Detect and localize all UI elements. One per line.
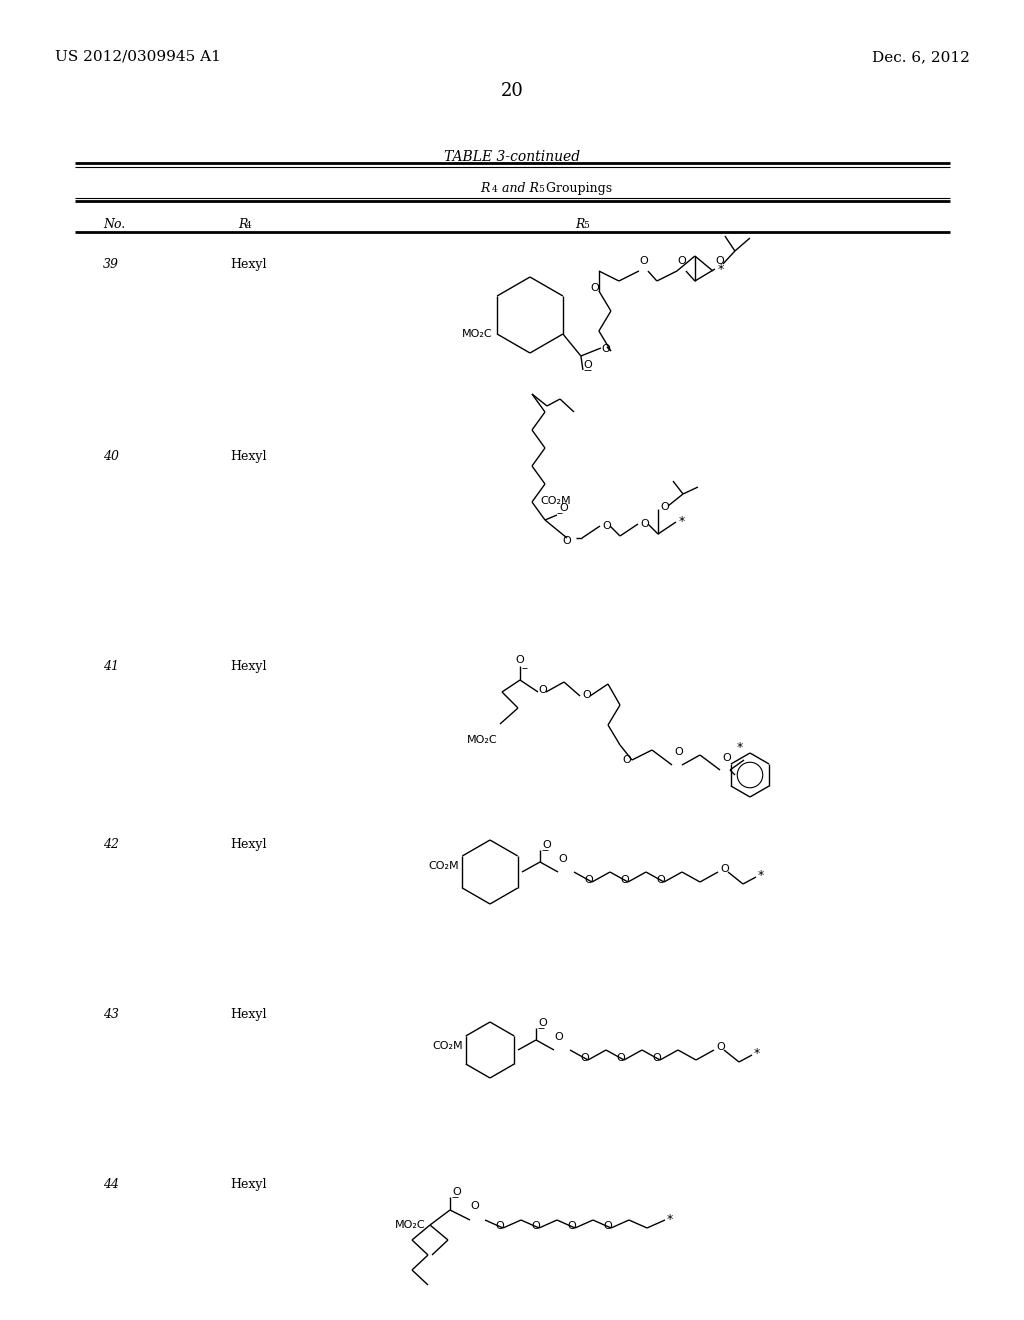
Text: MO₂C: MO₂C — [462, 329, 493, 339]
Text: Hexyl: Hexyl — [230, 660, 266, 673]
Text: O: O — [583, 360, 592, 370]
Text: O: O — [496, 1221, 505, 1232]
Text: and R: and R — [498, 182, 539, 195]
Text: O: O — [591, 282, 599, 293]
Text: O: O — [531, 1221, 541, 1232]
Text: O: O — [603, 1221, 612, 1232]
Text: 41: 41 — [103, 660, 119, 673]
Text: O: O — [601, 345, 609, 354]
Text: O: O — [722, 752, 731, 763]
Text: O: O — [602, 521, 610, 531]
Text: O: O — [542, 840, 551, 850]
Text: MO₂C: MO₂C — [467, 735, 498, 744]
Text: O: O — [652, 1053, 662, 1063]
Text: Hexyl: Hexyl — [230, 1177, 266, 1191]
Text: 42: 42 — [103, 838, 119, 851]
Text: *: * — [667, 1213, 673, 1226]
Text: Hexyl: Hexyl — [230, 257, 266, 271]
Text: O: O — [656, 875, 666, 884]
Text: *: * — [754, 1048, 760, 1060]
Text: CO₂M: CO₂M — [429, 861, 460, 871]
Text: O: O — [516, 655, 524, 665]
Text: O: O — [470, 1201, 479, 1210]
Text: *: * — [718, 263, 724, 276]
Text: US 2012/0309945 A1: US 2012/0309945 A1 — [55, 50, 221, 63]
Text: Hexyl: Hexyl — [230, 1008, 266, 1020]
Text: Hexyl: Hexyl — [230, 838, 266, 851]
Text: CO₂M: CO₂M — [540, 496, 570, 506]
Text: O: O — [715, 256, 724, 267]
Text: O: O — [452, 1187, 461, 1197]
Text: MO₂C: MO₂C — [394, 1220, 425, 1230]
Text: O: O — [616, 1053, 626, 1063]
Text: Groupings: Groupings — [542, 182, 612, 195]
Text: O: O — [559, 503, 567, 513]
Text: O: O — [585, 875, 593, 884]
Text: O: O — [554, 1032, 563, 1041]
Text: 39: 39 — [103, 257, 119, 271]
Text: *: * — [679, 516, 685, 528]
Text: 4: 4 — [492, 185, 498, 194]
Text: R: R — [575, 218, 585, 231]
Text: O: O — [582, 690, 591, 700]
Text: O: O — [538, 1018, 547, 1028]
Text: O: O — [639, 256, 647, 267]
Text: O: O — [674, 747, 683, 756]
Text: CO₂M: CO₂M — [432, 1041, 463, 1051]
Text: Dec. 6, 2012: Dec. 6, 2012 — [872, 50, 970, 63]
Text: 40: 40 — [103, 450, 119, 463]
Text: O: O — [640, 519, 649, 529]
Text: 5: 5 — [583, 220, 589, 230]
Text: O: O — [660, 502, 669, 512]
Text: O: O — [538, 685, 547, 696]
Text: *: * — [737, 742, 743, 755]
Text: R: R — [238, 218, 248, 231]
Text: O: O — [677, 256, 686, 267]
Text: O: O — [621, 875, 630, 884]
Text: 44: 44 — [103, 1177, 119, 1191]
Text: Hexyl: Hexyl — [230, 450, 266, 463]
Text: 20: 20 — [501, 82, 523, 100]
Text: O: O — [581, 1053, 590, 1063]
Text: No.: No. — [103, 218, 125, 231]
Text: TABLE 3-continued: TABLE 3-continued — [444, 150, 580, 164]
Text: O: O — [622, 755, 631, 766]
Text: O: O — [562, 536, 571, 546]
Text: R: R — [480, 182, 490, 195]
Text: O: O — [716, 1041, 725, 1052]
Text: O: O — [558, 854, 566, 865]
Text: O: O — [567, 1221, 577, 1232]
Text: 43: 43 — [103, 1008, 119, 1020]
Text: 5: 5 — [538, 185, 544, 194]
Text: *: * — [758, 870, 764, 883]
Text: O: O — [720, 865, 729, 874]
Text: 4: 4 — [246, 220, 252, 230]
